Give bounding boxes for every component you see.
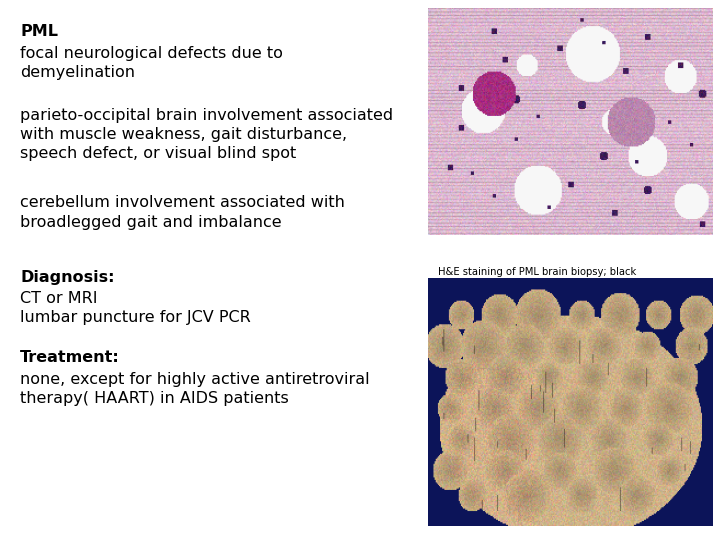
Text: H&E staining of PML brain biopsy; black
arrows point out some of the reactive
as: H&E staining of PML brain biopsy; black … — [438, 267, 665, 339]
Text: parieto-occipital brain involvement associated
with muscle weakness, gait distur: parieto-occipital brain involvement asso… — [20, 108, 393, 161]
Text: PML: PML — [20, 24, 58, 39]
Text: CT or MRI
lumbar puncture for JCV PCR: CT or MRI lumbar puncture for JCV PCR — [20, 291, 251, 325]
Text: none, except for highly active antiretroviral
therapy( HAART) in AIDS patients: none, except for highly active antiretro… — [20, 372, 370, 406]
Text: focal neurological defects due to
demyelination: focal neurological defects due to demyel… — [20, 46, 283, 80]
Text: Diagnosis:: Diagnosis: — [20, 270, 114, 285]
Text: cerebellum involvement associated with
broadlegged gait and imbalance: cerebellum involvement associated with b… — [20, 195, 345, 230]
Text: Treatment:: Treatment: — [20, 350, 120, 365]
